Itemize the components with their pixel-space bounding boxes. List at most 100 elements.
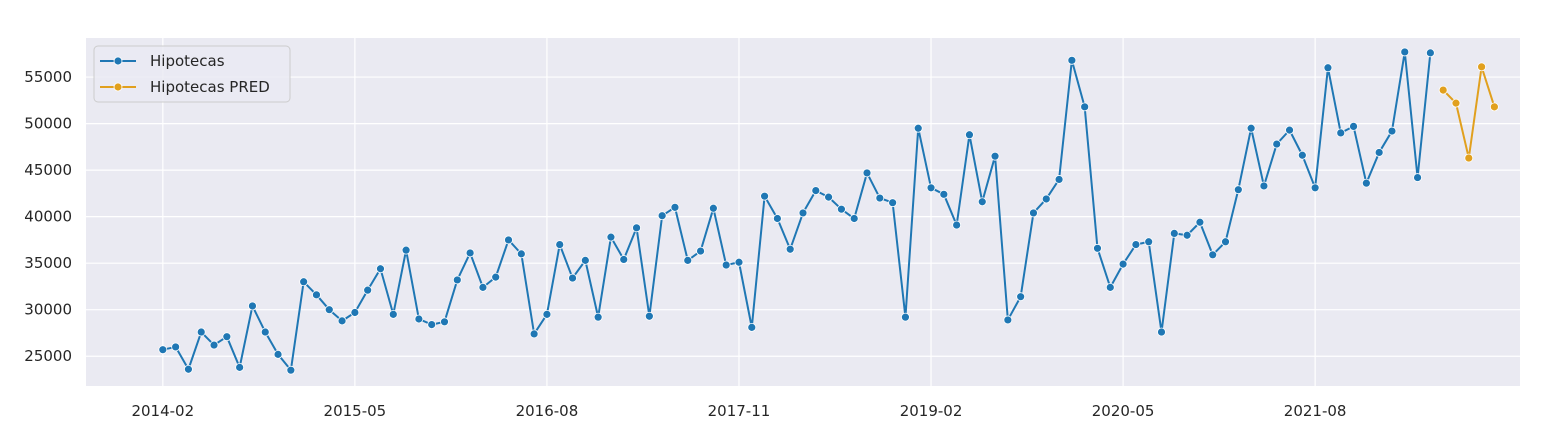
data-point	[222, 332, 232, 342]
data-point	[1131, 240, 1141, 249]
data-point	[708, 203, 718, 213]
data-point	[1310, 183, 1320, 193]
data-point	[952, 220, 962, 230]
data-point	[478, 282, 488, 292]
data-point	[388, 309, 398, 319]
data-point	[1425, 48, 1435, 58]
y-tick-label: 35000	[24, 254, 72, 272]
data-point	[1246, 123, 1256, 133]
data-point	[1208, 250, 1218, 260]
data-point	[1285, 125, 1294, 135]
data-point	[747, 322, 757, 332]
data-point	[1387, 126, 1397, 136]
x-tick-label: 2020-05	[1092, 402, 1155, 420]
data-point	[324, 305, 334, 315]
data-point	[555, 240, 565, 249]
data-point	[196, 327, 206, 337]
data-point	[862, 168, 872, 178]
data-point	[260, 327, 270, 337]
data-point	[1195, 217, 1205, 227]
data-point	[1080, 102, 1090, 112]
y-tick-label: 45000	[24, 161, 72, 179]
x-tick-label: 2015-05	[324, 402, 387, 420]
data-point	[1016, 292, 1026, 302]
data-point	[363, 285, 373, 295]
data-point	[1182, 230, 1192, 240]
data-point	[837, 204, 846, 214]
data-point	[1489, 102, 1499, 112]
data-point	[312, 290, 321, 300]
data-point	[1105, 282, 1115, 292]
data-point	[772, 214, 782, 223]
data-point	[926, 183, 936, 193]
data-point	[414, 314, 424, 324]
y-tick-label: 30000	[24, 301, 72, 319]
data-point	[158, 345, 168, 355]
series-layer	[158, 47, 1499, 375]
legend-label: Hipotecas	[150, 52, 225, 70]
data-point	[670, 202, 680, 212]
data-point	[1067, 55, 1077, 65]
data-point	[376, 264, 385, 274]
data-point	[1169, 229, 1179, 238]
data-point	[696, 246, 705, 256]
data-point	[632, 223, 641, 233]
data-point	[811, 186, 821, 195]
x-tick-label: 2019-02	[900, 402, 963, 420]
data-point	[529, 329, 539, 339]
series-line-0	[162, 50, 1432, 372]
y-tick-label: 40000	[24, 208, 72, 226]
data-point	[888, 198, 898, 208]
data-point	[491, 272, 501, 282]
data-point	[516, 249, 526, 259]
data-point	[504, 235, 513, 245]
data-point	[683, 255, 693, 265]
data-point	[465, 248, 475, 258]
legend-box	[93, 45, 291, 103]
data-point	[657, 211, 667, 221]
data-point	[580, 255, 590, 265]
x-tick-label: 2017-11	[708, 402, 771, 420]
legend-label: Hipotecas PRED	[150, 78, 270, 96]
data-point	[913, 123, 923, 133]
data-point	[1361, 178, 1371, 188]
data-point	[619, 255, 629, 264]
data-point	[452, 275, 462, 285]
data-point	[235, 362, 245, 372]
data-point	[1323, 63, 1333, 73]
data-point	[1400, 47, 1410, 57]
data-point	[171, 342, 181, 352]
data-point	[1093, 243, 1102, 253]
data-point	[785, 244, 795, 254]
data-point	[760, 191, 769, 201]
y-tick-label: 25000	[24, 347, 72, 365]
data-point	[1464, 153, 1474, 163]
x-tick-label: 2016-08	[516, 402, 579, 420]
data-point	[1259, 181, 1269, 191]
data-point	[734, 257, 744, 267]
data-point	[593, 312, 603, 322]
data-point	[184, 364, 193, 374]
data-point	[606, 232, 616, 242]
y-tick-label: 55000	[24, 68, 72, 86]
data-point	[401, 245, 411, 255]
data-point	[721, 260, 731, 270]
legend-marker	[113, 56, 123, 66]
x-tick-label: 2021-08	[1284, 402, 1347, 420]
data-point	[644, 311, 654, 321]
data-point	[427, 320, 437, 329]
data-point	[1029, 208, 1038, 218]
legend: Hipotecas Hipotecas PRED	[93, 45, 291, 103]
data-point	[1477, 62, 1486, 72]
data-point	[440, 317, 449, 327]
data-point	[990, 151, 1000, 161]
data-point	[1336, 128, 1346, 138]
data-point	[568, 273, 577, 283]
data-point	[209, 340, 219, 350]
data-point	[965, 130, 974, 140]
data-point	[875, 193, 885, 203]
data-point	[824, 192, 834, 202]
data-point	[977, 197, 987, 207]
data-point	[337, 316, 347, 326]
data-point	[1349, 121, 1358, 131]
